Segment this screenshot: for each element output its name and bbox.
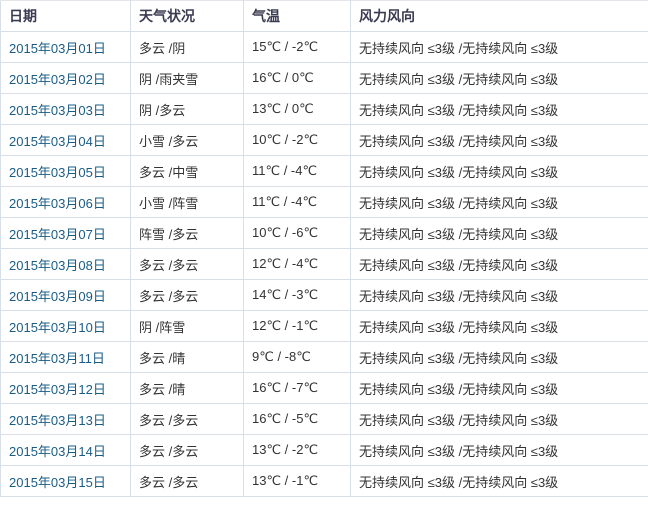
table-row: 2015年03月12日 多云 /晴 16℃ / -7℃ 无持续风向 ≤3级 /无…	[0, 372, 648, 404]
date-cell: 2015年03月09日	[0, 279, 131, 311]
temp-cell: 15℃ / -2℃	[243, 31, 351, 63]
column-header-wind: 风力风向	[350, 0, 648, 32]
date-link[interactable]: 2015年03月01日	[9, 40, 106, 56]
date-link[interactable]: 2015年03月15日	[9, 474, 106, 490]
date-cell: 2015年03月06日	[0, 186, 131, 218]
date-cell: 2015年03月12日	[0, 372, 131, 404]
weather-cell: 阵雪 /多云	[130, 217, 244, 249]
date-link[interactable]: 2015年03月05日	[9, 164, 106, 180]
date-cell: 2015年03月08日	[0, 248, 131, 280]
date-link[interactable]: 2015年03月13日	[9, 412, 106, 428]
temp-cell: 16℃ / 0℃	[243, 62, 351, 94]
wind-cell: 无持续风向 ≤3级 /无持续风向 ≤3级	[350, 279, 648, 311]
column-header-temp: 气温	[243, 0, 351, 32]
weather-cell: 多云 /多云	[130, 434, 244, 466]
date-cell: 2015年03月02日	[0, 62, 131, 94]
temp-cell: 16℃ / -5℃	[243, 403, 351, 435]
date-link[interactable]: 2015年03月11日	[9, 350, 105, 366]
header-row: 日期 天气状况 气温 风力风向	[0, 0, 648, 32]
date-cell: 2015年03月10日	[0, 310, 131, 342]
table-row: 2015年03月13日 多云 /多云 16℃ / -5℃ 无持续风向 ≤3级 /…	[0, 403, 648, 435]
wind-cell: 无持续风向 ≤3级 /无持续风向 ≤3级	[350, 248, 648, 280]
wind-cell: 无持续风向 ≤3级 /无持续风向 ≤3级	[350, 124, 648, 156]
temp-cell: 16℃ / -7℃	[243, 372, 351, 404]
temp-cell: 13℃ / -2℃	[243, 434, 351, 466]
temp-cell: 12℃ / -4℃	[243, 248, 351, 280]
table-row: 2015年03月03日 阴 /多云 13℃ / 0℃ 无持续风向 ≤3级 /无持…	[0, 93, 648, 125]
weather-cell: 多云 /多云	[130, 279, 244, 311]
date-link[interactable]: 2015年03月07日	[9, 226, 106, 242]
wind-cell: 无持续风向 ≤3级 /无持续风向 ≤3级	[350, 434, 648, 466]
date-cell: 2015年03月04日	[0, 124, 131, 156]
temp-cell: 12℃ / -1℃	[243, 310, 351, 342]
column-header-date: 日期	[0, 0, 131, 32]
weather-cell: 多云 /阴	[130, 31, 244, 63]
wind-cell: 无持续风向 ≤3级 /无持续风向 ≤3级	[350, 403, 648, 435]
date-cell: 2015年03月11日	[0, 341, 131, 373]
table-row: 2015年03月10日 阴 /阵雪 12℃ / -1℃ 无持续风向 ≤3级 /无…	[0, 310, 648, 342]
wind-cell: 无持续风向 ≤3级 /无持续风向 ≤3级	[350, 310, 648, 342]
weather-cell: 多云 /晴	[130, 341, 244, 373]
temp-cell: 13℃ / 0℃	[243, 93, 351, 125]
date-cell: 2015年03月01日	[0, 31, 131, 63]
date-link[interactable]: 2015年03月02日	[9, 71, 106, 87]
weather-cell: 多云 /多云	[130, 248, 244, 280]
wind-cell: 无持续风向 ≤3级 /无持续风向 ≤3级	[350, 31, 648, 63]
wind-cell: 无持续风向 ≤3级 /无持续风向 ≤3级	[350, 465, 648, 497]
table-row: 2015年03月05日 多云 /中雪 11℃ / -4℃ 无持续风向 ≤3级 /…	[0, 155, 648, 187]
weather-cell: 阴 /多云	[130, 93, 244, 125]
wind-cell: 无持续风向 ≤3级 /无持续风向 ≤3级	[350, 186, 648, 218]
table-row: 2015年03月01日 多云 /阴 15℃ / -2℃ 无持续风向 ≤3级 /无…	[0, 31, 648, 63]
date-link[interactable]: 2015年03月08日	[9, 257, 106, 273]
table-row: 2015年03月15日 多云 /多云 13℃ / -1℃ 无持续风向 ≤3级 /…	[0, 465, 648, 497]
weather-cell: 阴 /阵雪	[130, 310, 244, 342]
date-link[interactable]: 2015年03月09日	[9, 288, 106, 304]
wind-cell: 无持续风向 ≤3级 /无持续风向 ≤3级	[350, 372, 648, 404]
table-row: 2015年03月07日 阵雪 /多云 10℃ / -6℃ 无持续风向 ≤3级 /…	[0, 217, 648, 249]
temp-cell: 13℃ / -1℃	[243, 465, 351, 497]
table-row: 2015年03月08日 多云 /多云 12℃ / -4℃ 无持续风向 ≤3级 /…	[0, 248, 648, 280]
table-body: 2015年03月01日 多云 /阴 15℃ / -2℃ 无持续风向 ≤3级 /无…	[0, 31, 648, 497]
date-cell: 2015年03月03日	[0, 93, 131, 125]
date-cell: 2015年03月15日	[0, 465, 131, 497]
table-row: 2015年03月14日 多云 /多云 13℃ / -2℃ 无持续风向 ≤3级 /…	[0, 434, 648, 466]
date-link[interactable]: 2015年03月12日	[9, 381, 106, 397]
weather-cell: 多云 /多云	[130, 403, 244, 435]
table-row: 2015年03月02日 阴 /雨夹雪 16℃ / 0℃ 无持续风向 ≤3级 /无…	[0, 62, 648, 94]
date-link[interactable]: 2015年03月06日	[9, 195, 106, 211]
weather-cell: 阴 /雨夹雪	[130, 62, 244, 94]
temp-cell: 9℃ / -8℃	[243, 341, 351, 373]
weather-cell: 小雪 /阵雪	[130, 186, 244, 218]
wind-cell: 无持续风向 ≤3级 /无持续风向 ≤3级	[350, 155, 648, 187]
date-cell: 2015年03月14日	[0, 434, 131, 466]
wind-cell: 无持续风向 ≤3级 /无持续风向 ≤3级	[350, 217, 648, 249]
weather-cell: 多云 /多云	[130, 465, 244, 497]
temp-cell: 10℃ / -6℃	[243, 217, 351, 249]
column-header-weather: 天气状况	[130, 0, 244, 32]
date-link[interactable]: 2015年03月14日	[9, 443, 106, 459]
temp-cell: 11℃ / -4℃	[243, 155, 351, 187]
date-link[interactable]: 2015年03月10日	[9, 319, 106, 335]
wind-cell: 无持续风向 ≤3级 /无持续风向 ≤3级	[350, 93, 648, 125]
date-link[interactable]: 2015年03月03日	[9, 102, 106, 118]
table-row: 2015年03月11日 多云 /晴 9℃ / -8℃ 无持续风向 ≤3级 /无持…	[0, 341, 648, 373]
weather-history-table: 日期 天气状况 气温 风力风向 2015年03月01日 多云 /阴 15℃ / …	[0, 0, 648, 497]
wind-cell: 无持续风向 ≤3级 /无持续风向 ≤3级	[350, 341, 648, 373]
date-link[interactable]: 2015年03月04日	[9, 133, 106, 149]
date-cell: 2015年03月05日	[0, 155, 131, 187]
date-cell: 2015年03月07日	[0, 217, 131, 249]
weather-cell: 多云 /晴	[130, 372, 244, 404]
temp-cell: 14℃ / -3℃	[243, 279, 351, 311]
table-row: 2015年03月06日 小雪 /阵雪 11℃ / -4℃ 无持续风向 ≤3级 /…	[0, 186, 648, 218]
date-cell: 2015年03月13日	[0, 403, 131, 435]
table-row: 2015年03月04日 小雪 /多云 10℃ / -2℃ 无持续风向 ≤3级 /…	[0, 124, 648, 156]
temp-cell: 11℃ / -4℃	[243, 186, 351, 218]
weather-cell: 多云 /中雪	[130, 155, 244, 187]
weather-cell: 小雪 /多云	[130, 124, 244, 156]
wind-cell: 无持续风向 ≤3级 /无持续风向 ≤3级	[350, 62, 648, 94]
temp-cell: 10℃ / -2℃	[243, 124, 351, 156]
table-row: 2015年03月09日 多云 /多云 14℃ / -3℃ 无持续风向 ≤3级 /…	[0, 279, 648, 311]
